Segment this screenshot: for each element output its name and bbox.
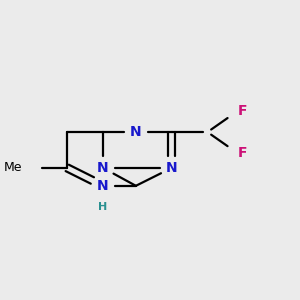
Text: F: F	[237, 146, 247, 160]
Text: H: H	[98, 202, 108, 212]
Text: N: N	[166, 161, 178, 175]
Text: Me: Me	[4, 161, 22, 174]
Text: N: N	[130, 125, 142, 139]
Text: N: N	[97, 161, 109, 175]
Text: N: N	[97, 179, 109, 193]
Text: F: F	[237, 104, 247, 118]
